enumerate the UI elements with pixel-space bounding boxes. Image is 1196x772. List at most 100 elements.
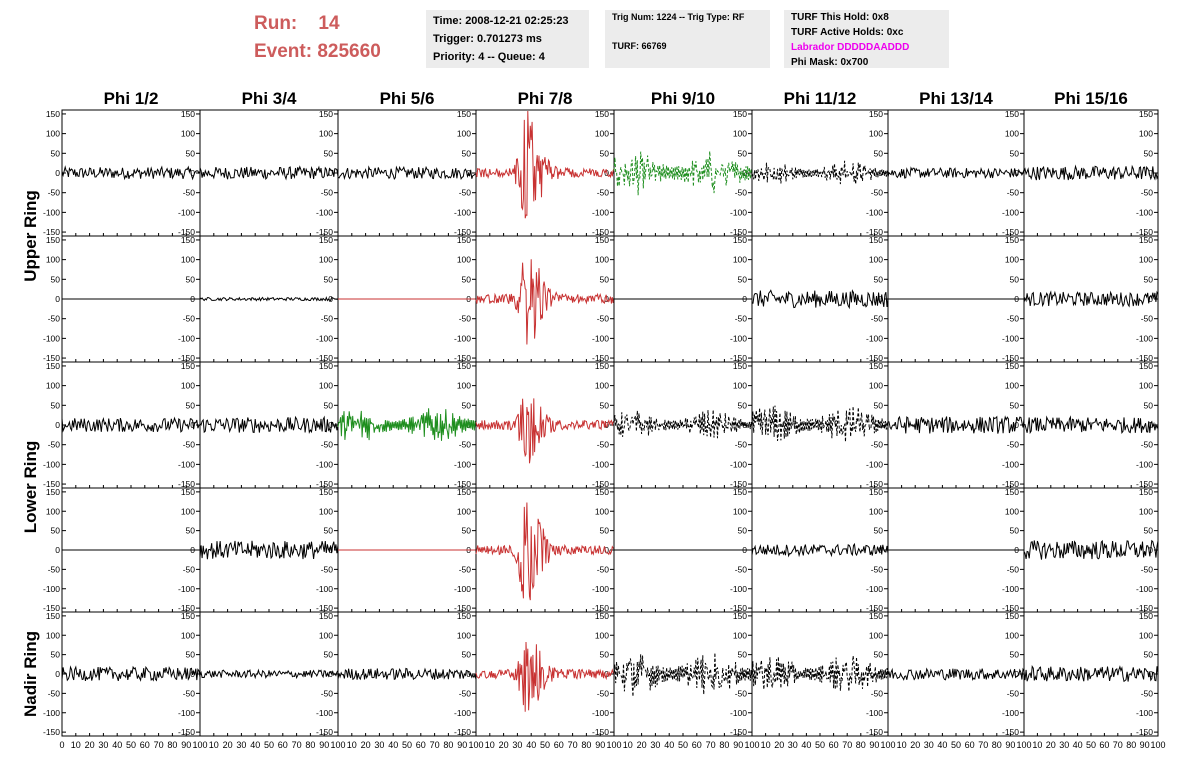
y-tick-label: -100 [866,459,883,469]
y-tick-label: -150 [1136,603,1153,613]
x-tick-label: 80 [719,740,729,750]
y-tick-label: -50 [183,314,196,324]
y-tick-label: 150 [595,361,609,371]
y-tick-label: -150 [866,479,883,489]
y-tick-label: 100 [733,630,747,640]
y-tick-label: -150 [592,727,609,737]
y-tick-label: 50 [324,650,334,660]
y-tick-label: -100 [1002,333,1019,343]
y-tick-label: -50 [597,564,610,574]
y-tick-label: -100 [454,708,471,718]
y-tick-label: 100 [733,255,747,265]
priority-text: Priority: 4 -- Queue: 4 [433,51,545,63]
y-tick-label: -50 [459,688,472,698]
x-tick-label: 60 [965,740,975,750]
y-tick-label: 150 [733,487,747,497]
y-tick-label: 150 [181,487,195,497]
y-tick-label: 100 [1139,255,1153,265]
y-tick-label: 150 [1139,235,1153,245]
x-tick-label: 20 [223,740,233,750]
x-tick-label: 100 [1150,740,1165,750]
y-tick-label: -150 [592,227,609,237]
y-tick-label: -50 [1141,188,1154,198]
y-tick-label: 150 [457,109,471,119]
event-label: Event: [254,41,313,62]
y-tick-label: -150 [592,603,609,613]
y-tick-label: 150 [733,611,747,621]
x-tick-label: 70 [978,740,988,750]
x-tick-label: 70 [154,740,164,750]
y-tick-label: 100 [733,129,747,139]
y-tick-label: 150 [319,109,333,119]
y-tick-label: 50 [51,148,61,158]
y-tick-label: -150 [1002,479,1019,489]
y-tick-label: -100 [454,207,471,217]
event-value: 825660 [317,41,381,62]
x-tick-label: 20 [85,740,95,750]
y-tick-label: -150 [866,227,883,237]
x-tick-label: 50 [540,740,550,750]
column-header: Phi 9/10 [651,89,715,108]
waveform-trace [751,405,889,442]
y-tick-label: 150 [319,611,333,621]
y-tick-label: 50 [51,650,61,660]
waveform-trace [1023,290,1159,308]
x-tick-label: 20 [1046,740,1056,750]
x-tick-label: 100 [880,740,895,750]
x-tick-label: 80 [443,740,453,750]
y-tick-label: 150 [1005,611,1019,621]
y-tick-label: -50 [871,314,884,324]
y-tick-label: 50 [600,148,610,158]
x-tick-label: 100 [606,740,621,750]
y-tick-label: -150 [1136,479,1153,489]
y-tick-label: 50 [186,650,196,660]
y-tick-label: -100 [1136,584,1153,594]
y-tick-label: 0 [604,545,609,555]
x-tick-label: 30 [788,740,798,750]
y-tick-label: -50 [321,688,334,698]
panel-frame [1023,611,1159,737]
x-tick-label: 70 [842,740,852,750]
y-tick-label: 0 [878,168,883,178]
y-tick-label: -100 [1136,459,1153,469]
y-tick-label: 100 [457,630,471,640]
y-tick-label: 150 [319,361,333,371]
y-tick-label: -150 [454,353,471,363]
y-tick-label: 0 [1014,168,1019,178]
y-tick-label: -50 [1141,688,1154,698]
y-tick-label: -50 [871,188,884,198]
y-tick-label: 50 [462,526,472,536]
y-tick-label: 150 [457,361,471,371]
y-tick-label: -100 [43,459,60,469]
y-tick-label: 50 [51,274,61,284]
waveform-trace [199,415,339,434]
y-tick-label: 100 [46,630,60,640]
y-tick-label: -50 [871,564,884,574]
column-header: Phi 11/12 [784,89,857,108]
y-tick-label: -100 [316,459,333,469]
y-tick-label: 100 [869,630,883,640]
y-tick-label: 100 [457,506,471,516]
x-tick-label: 70 [292,740,302,750]
y-tick-label: -100 [730,333,747,343]
y-tick-label: -150 [454,227,471,237]
x-tick-label: 50 [951,740,961,750]
waveform-trace [475,259,615,345]
y-tick-label: -150 [316,353,333,363]
y-tick-label: -100 [592,333,609,343]
y-tick-label: -50 [1141,564,1154,574]
y-tick-label: 100 [319,129,333,139]
y-tick-label: -50 [321,314,334,324]
y-tick-label: 50 [600,526,610,536]
y-tick-label: -100 [316,207,333,217]
y-tick-label: 100 [181,630,195,640]
y-tick-label: -50 [459,314,472,324]
y-tick-label: -50 [871,688,884,698]
x-tick-label: 70 [430,740,440,750]
waveform-trace [337,408,477,441]
y-tick-label: 150 [319,235,333,245]
y-tick-label: -50 [48,440,61,450]
waveform-trace [199,540,339,560]
y-tick-label: 0 [55,294,60,304]
y-tick-label: -50 [735,440,748,450]
